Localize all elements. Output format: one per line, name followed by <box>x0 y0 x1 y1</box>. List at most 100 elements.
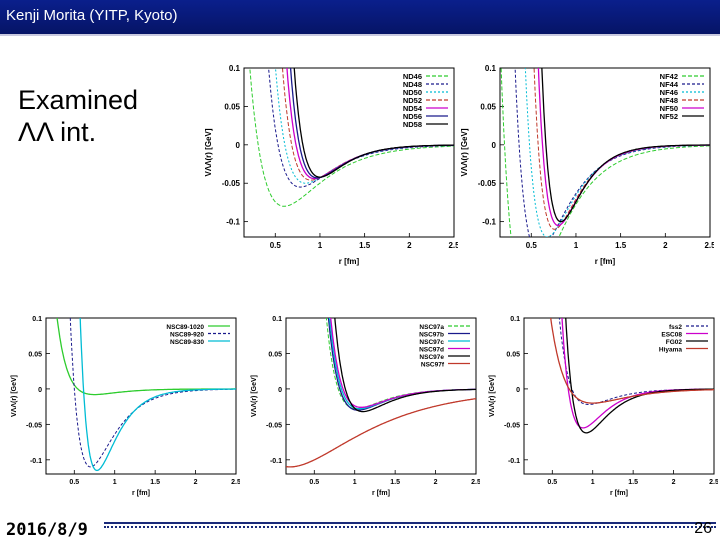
x-tick-label: 1 <box>574 241 579 250</box>
plot-misc-svg: 0.5 1 1.5 2 2.5 0.1 0.05 0 -0.05 -0.1 r [fm] VΛΛ(r)… <box>489 316 718 497</box>
series-line-nsc89-920 <box>69 318 236 468</box>
y-tick-label: -0.1 <box>226 218 240 227</box>
x-tick-label: 2.5 <box>704 241 714 250</box>
legend-label: ND56 <box>403 112 422 121</box>
y-tick-label: 0.1 <box>229 64 241 73</box>
series-line-nf42 <box>500 68 710 237</box>
x-tick-label: 2 <box>663 241 668 250</box>
x-tick-label: 1.5 <box>615 241 627 250</box>
legend-label: ND48 <box>403 80 422 89</box>
y-tick-label: 0.05 <box>506 351 520 358</box>
y-tick-label: -0.05 <box>26 422 42 429</box>
plot-nf-svg: 0.5 1 1.5 2 2.5 0.1 0.05 0 -0.05 -0.1 r [fm] VΛΛ(r)… <box>460 64 714 266</box>
x-tick-label: 1.5 <box>150 479 160 486</box>
series-line-nd46 <box>249 68 454 207</box>
series-group <box>286 318 476 468</box>
x-tick-label: 1 <box>591 479 595 486</box>
x-tick-label: 0.5 <box>547 479 557 486</box>
plot-nd: 0.5 1 1.5 2 2.5 0.1 0.05 0 -0.05 -0.1 r [fm] VΛΛ(r)… <box>196 62 458 267</box>
legend-label: ND50 <box>403 88 422 97</box>
footer-rule-dotted <box>104 526 716 528</box>
legend-label: NSC97d <box>419 347 444 354</box>
x-axis-label: r [fm] <box>339 257 360 266</box>
y-tick-label: -0.1 <box>30 458 42 465</box>
y-tick-label: 0 <box>492 141 497 150</box>
y-tick-label: 0.05 <box>480 102 496 111</box>
series-line-nsc89-830 <box>79 318 236 472</box>
x-tick-label: 1 <box>318 241 323 250</box>
x-tick-label: 2.5 <box>231 479 240 486</box>
legend-label: NF46 <box>660 88 678 97</box>
legend-label: NSC97a <box>419 324 444 331</box>
plot-nsc89-svg: 0.5 1 1.5 2 2.5 0.1 0.05 0 -0.05 -0.1 r [fm] VΛΛ(r)… <box>11 316 240 497</box>
y-tick-label: 0.05 <box>268 351 282 358</box>
plot-misc: 0.5 1 1.5 2 2.5 0.1 0.05 0 -0.05 -0.1 r [fm] VΛΛ(r)… <box>478 312 718 498</box>
y-axis-label: VΛΛ(r) [GeV] <box>11 375 18 417</box>
y-tick-label: -0.1 <box>508 458 520 465</box>
series-line-nsc97f <box>286 398 476 468</box>
plot-nsc97-svg: 0.5 1 1.5 2 2.5 0.1 0.05 0 -0.05 -0.1 r [fm] VΛΛ(r)… <box>251 316 480 497</box>
y-tick-label: -0.05 <box>504 422 520 429</box>
y-tick-label: 0.1 <box>272 316 282 323</box>
plot-frame <box>499 67 711 238</box>
x-axis-label: r [fm] <box>372 490 390 497</box>
series-group <box>56 318 236 472</box>
legend-label: NF42 <box>660 72 678 81</box>
x-axis-label: r [fm] <box>610 490 628 497</box>
legend-label: NSC89-1020 <box>166 324 204 331</box>
y-tick-label: -0.05 <box>222 179 241 188</box>
series-group <box>500 68 710 237</box>
y-tick-label: 0 <box>516 387 520 394</box>
plot-frame <box>523 317 715 475</box>
y-axis-label: VΛΛ(r) [GeV] <box>460 128 469 176</box>
heading-line-2: ΛΛ int. <box>18 117 97 147</box>
x-tick-label: 1 <box>113 479 117 486</box>
heading-line-1: Examined <box>18 85 139 115</box>
y-tick-label: 0.1 <box>32 316 42 323</box>
footer-rule <box>104 522 716 524</box>
plot-nsc89: 0.5 1 1.5 2 2.5 0.1 0.05 0 -0.05 -0.1 r [fm] VΛΛ(r)… <box>0 312 240 498</box>
legend-label: ND46 <box>403 72 422 81</box>
x-tick-label: 0.5 <box>69 479 79 486</box>
plot-nf: 0.5 1 1.5 2 2.5 0.1 0.05 0 -0.05 -0.1 r [fm] VΛΛ(r)… <box>452 62 714 267</box>
legend-label: NSC89-920 <box>170 332 204 339</box>
x-tick-label: 2.5 <box>471 479 480 486</box>
series-line-fg02 <box>565 318 714 434</box>
x-tick-label: 2 <box>194 479 198 486</box>
x-tick-label: 2.5 <box>448 241 458 250</box>
legend-label: NSC97f <box>421 362 445 369</box>
series-line-nsc97e <box>334 318 476 413</box>
legend-label: ND52 <box>403 96 422 105</box>
legend-label: NSC97e <box>419 354 444 361</box>
x-tick-label: 2 <box>434 479 438 486</box>
y-axis-label: VΛΛ(r) [GeV] <box>251 375 258 417</box>
legend-label: NSC97b <box>419 332 444 339</box>
series-line-nd58 <box>293 68 454 178</box>
y-tick-label: -0.05 <box>478 179 497 188</box>
x-tick-label: 2.5 <box>709 479 718 486</box>
y-tick-label: 0 <box>236 141 241 150</box>
plot-nd-svg: 0.5 1 1.5 2 2.5 0.1 0.05 0 -0.05 -0.1 r [fm] VΛΛ(r)… <box>204 64 458 266</box>
x-tick-label: 1.5 <box>359 241 371 250</box>
x-tick-label: 0.5 <box>526 241 538 250</box>
x-tick-label: 1.5 <box>390 479 400 486</box>
x-tick-label: 2 <box>407 241 412 250</box>
legend-label: fss2 <box>669 324 682 331</box>
legend-label: ND58 <box>403 120 422 129</box>
x-tick-label: 0.5 <box>270 241 282 250</box>
y-tick-label: 0.1 <box>510 316 520 323</box>
y-tick-label: 0 <box>38 387 42 394</box>
legend-label: NSC97c <box>419 339 444 346</box>
y-tick-label: 0 <box>278 387 282 394</box>
series-group <box>249 68 454 207</box>
x-tick-label: 1 <box>353 479 357 486</box>
y-tick-label: -0.05 <box>266 422 282 429</box>
legend-label: ESC08 <box>661 332 682 339</box>
x-axis-label: r [fm] <box>595 257 616 266</box>
x-tick-label: 2 <box>672 479 676 486</box>
plot-frame <box>285 317 477 475</box>
footer-date: 2016/8/9 <box>6 520 88 540</box>
slide-header: Kenji Morita (YITP, Kyoto) <box>0 0 720 36</box>
x-axis-label: r [fm] <box>132 490 150 497</box>
legend-label: NF50 <box>660 104 678 113</box>
